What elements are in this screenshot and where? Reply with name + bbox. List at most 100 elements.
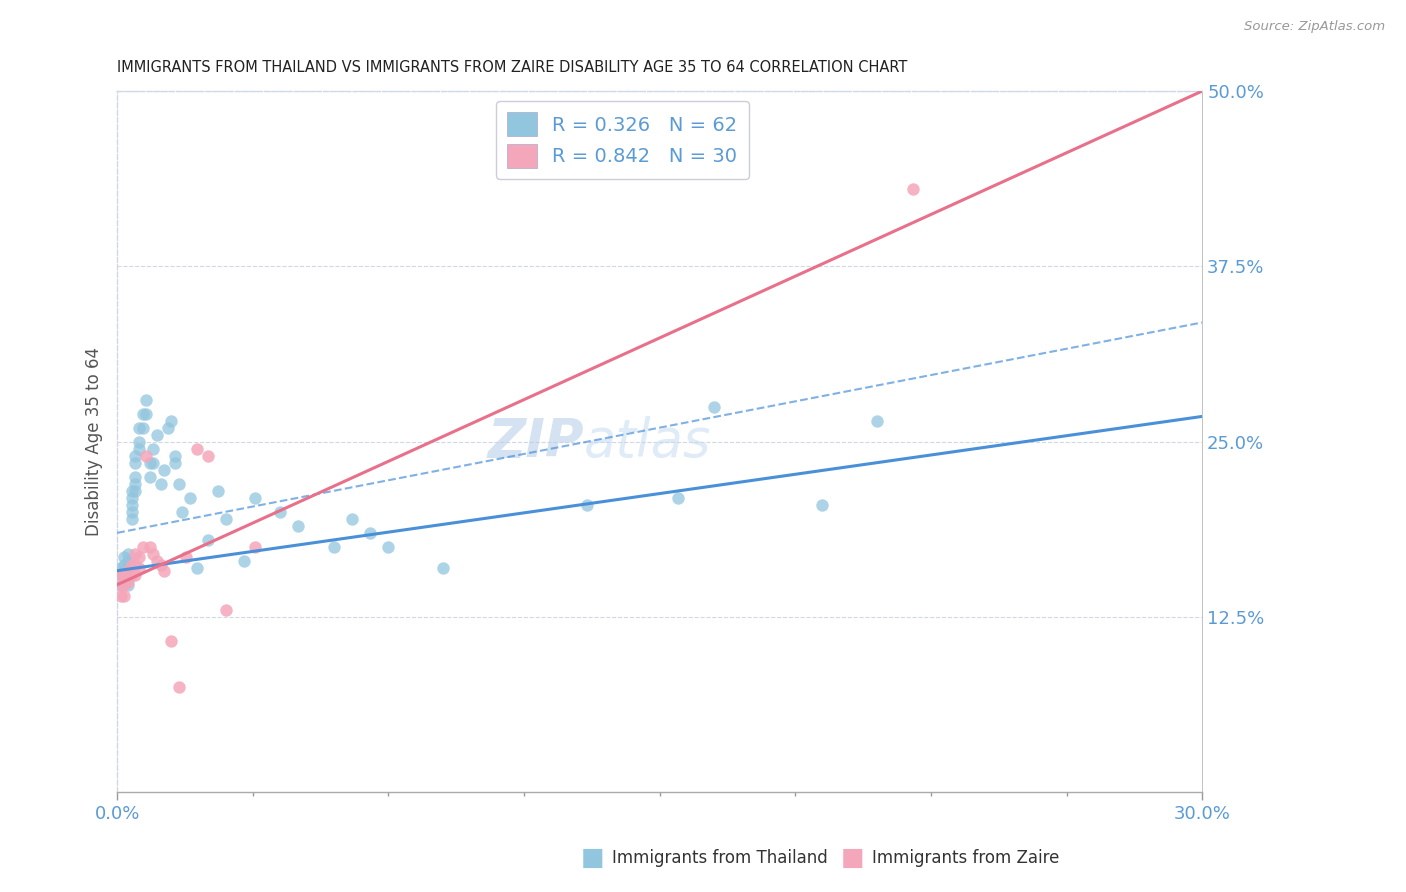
- Point: [153, 564, 176, 578]
- Point: [117, 572, 139, 586]
- Point: [215, 603, 238, 617]
- Point: [377, 540, 399, 554]
- Point: [197, 533, 219, 547]
- Point: [121, 512, 143, 526]
- Point: [135, 407, 157, 421]
- Point: [124, 456, 146, 470]
- Point: [110, 568, 132, 582]
- Point: [186, 442, 208, 456]
- Point: [172, 505, 194, 519]
- Point: [269, 505, 291, 519]
- Point: [142, 547, 165, 561]
- Point: [139, 540, 162, 554]
- Point: [124, 469, 146, 483]
- Point: [165, 449, 187, 463]
- Point: [112, 549, 135, 564]
- Text: Source: ZipAtlas.com: Source: ZipAtlas.com: [1244, 20, 1385, 33]
- Text: ■: ■: [841, 847, 865, 870]
- Point: [149, 476, 172, 491]
- Text: IMMIGRANTS FROM THAILAND VS IMMIGRANTS FROM ZAIRE DISABILITY AGE 35 TO 64 CORREL: IMMIGRANTS FROM THAILAND VS IMMIGRANTS F…: [117, 60, 907, 75]
- Point: [117, 574, 139, 589]
- Point: [124, 547, 146, 561]
- Point: [342, 512, 364, 526]
- Text: Immigrants from Zaire: Immigrants from Zaire: [872, 849, 1059, 867]
- Point: [153, 463, 176, 477]
- Point: [112, 572, 135, 586]
- Point: [359, 525, 381, 540]
- Point: [117, 564, 139, 578]
- Point: [128, 434, 150, 449]
- Point: [110, 568, 132, 582]
- Point: [139, 456, 162, 470]
- Point: [703, 400, 725, 414]
- Point: [232, 554, 254, 568]
- Point: [207, 483, 229, 498]
- Point: [174, 549, 197, 564]
- Point: [323, 540, 346, 554]
- Point: [121, 498, 143, 512]
- Point: [117, 547, 139, 561]
- Point: [179, 491, 201, 505]
- Legend: R = 0.326   N = 62, R = 0.842   N = 30: R = 0.326 N = 62, R = 0.842 N = 30: [496, 101, 749, 179]
- Point: [811, 498, 834, 512]
- Point: [666, 491, 689, 505]
- Point: [121, 505, 143, 519]
- Point: [128, 442, 150, 456]
- Point: [866, 414, 889, 428]
- Point: [110, 578, 132, 592]
- Point: [142, 442, 165, 456]
- Point: [215, 512, 238, 526]
- Point: [156, 420, 179, 434]
- Point: [243, 491, 266, 505]
- Point: [131, 540, 153, 554]
- Point: [131, 407, 153, 421]
- Point: [117, 554, 139, 568]
- Point: [135, 449, 157, 463]
- Text: ■: ■: [581, 847, 605, 870]
- Point: [149, 558, 172, 573]
- Point: [112, 578, 135, 592]
- Point: [124, 476, 146, 491]
- Point: [117, 564, 139, 578]
- Point: [186, 561, 208, 575]
- Point: [160, 633, 183, 648]
- Point: [124, 568, 146, 582]
- Point: [124, 558, 146, 573]
- Point: [121, 483, 143, 498]
- Point: [128, 549, 150, 564]
- Point: [901, 182, 924, 196]
- Point: [287, 518, 309, 533]
- Point: [128, 420, 150, 434]
- Point: [112, 564, 135, 578]
- Point: [112, 558, 135, 573]
- Text: ZIP: ZIP: [488, 416, 583, 467]
- Point: [139, 469, 162, 483]
- Point: [121, 491, 143, 505]
- Point: [110, 589, 132, 603]
- Y-axis label: Disability Age 35 to 64: Disability Age 35 to 64: [86, 347, 103, 536]
- Point: [167, 476, 190, 491]
- Point: [131, 420, 153, 434]
- Point: [128, 561, 150, 575]
- Point: [167, 680, 190, 694]
- Point: [112, 589, 135, 603]
- Point: [124, 449, 146, 463]
- Point: [160, 414, 183, 428]
- Point: [110, 578, 132, 592]
- Point: [146, 427, 169, 442]
- Point: [110, 561, 132, 575]
- Point: [121, 568, 143, 582]
- Point: [124, 483, 146, 498]
- Point: [135, 392, 157, 407]
- Point: [117, 568, 139, 582]
- Point: [243, 540, 266, 554]
- Point: [576, 498, 599, 512]
- Text: Immigrants from Thailand: Immigrants from Thailand: [612, 849, 827, 867]
- Point: [432, 561, 454, 575]
- Point: [146, 554, 169, 568]
- Point: [121, 558, 143, 573]
- Point: [112, 568, 135, 582]
- Point: [165, 456, 187, 470]
- Point: [117, 578, 139, 592]
- Point: [197, 449, 219, 463]
